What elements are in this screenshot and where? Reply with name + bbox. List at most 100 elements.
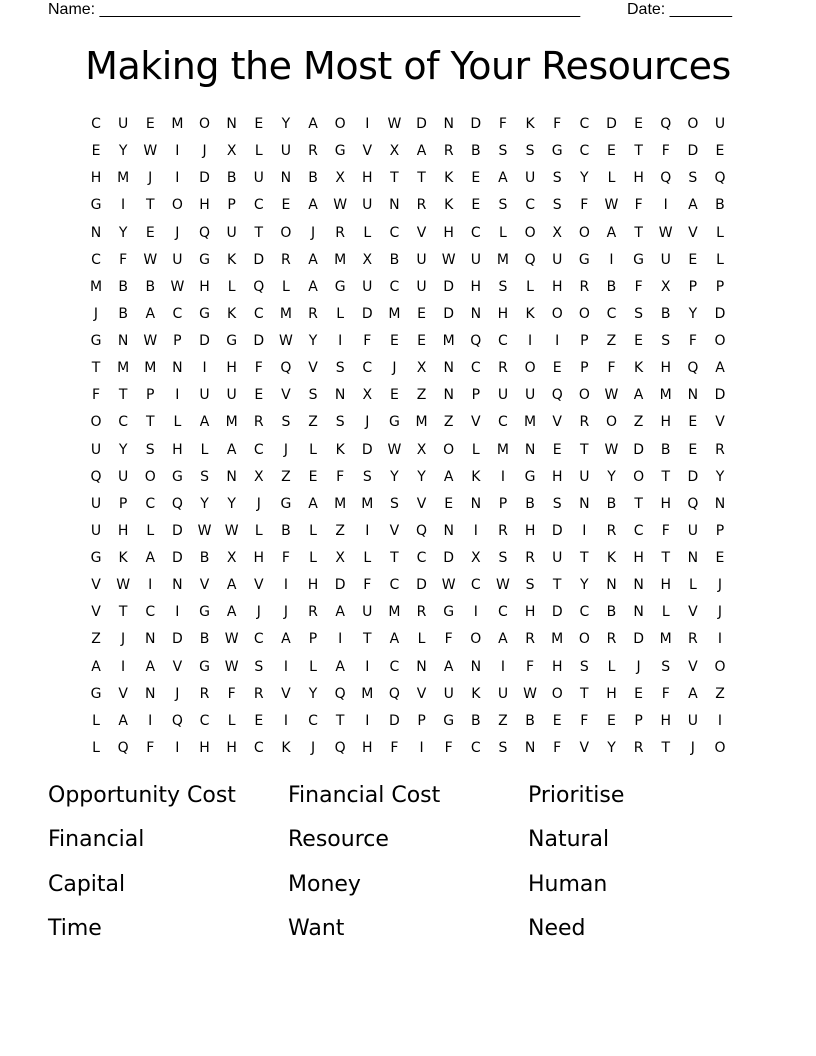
grid-letter: E (389, 387, 399, 404)
grid-letter: H (199, 278, 210, 295)
grid-letter: K (335, 441, 345, 458)
grid-letter: Q (388, 685, 400, 702)
grid-letter: Y (607, 739, 616, 756)
grid-letter: H (660, 577, 671, 594)
grid-letter: G (524, 468, 536, 485)
grid-letter: R (525, 550, 535, 567)
grid-letter: E (607, 712, 616, 729)
grid-letter: O (144, 468, 156, 485)
grid-letter: X (416, 360, 427, 377)
grid-letter: D (470, 116, 482, 132)
grid-letter: V (688, 658, 698, 675)
grid-letter: L (282, 278, 290, 295)
grid-letter: D (443, 278, 455, 295)
grid-letter: I (717, 712, 723, 729)
grid-letter: A (308, 116, 318, 132)
grid-letter: T (634, 224, 643, 241)
grid-letter: L (254, 522, 263, 539)
grid-letter: Y (118, 224, 128, 241)
grid-letter: L (200, 441, 209, 458)
grid-letter: F (444, 631, 453, 648)
grid-letter: D (199, 333, 210, 350)
grid-letter: G (199, 604, 210, 621)
grid-letter: O (578, 224, 590, 241)
grid-letter: H (551, 278, 563, 295)
grid-letter: A (308, 197, 318, 214)
grid-letter: N (443, 116, 454, 132)
grid-letter: P (634, 712, 643, 729)
page-title: Making the Most of Your Resources (85, 44, 731, 88)
grid-letter: K (471, 468, 481, 485)
grid-letter: S (552, 495, 562, 512)
grid-letter: K (606, 550, 617, 567)
grid-letter: Q (551, 387, 563, 404)
grid-letter: K (227, 251, 237, 268)
grid-letter: I (121, 658, 126, 675)
grid-letter: E (634, 685, 644, 702)
grid-letter: B (118, 305, 128, 322)
grid-letter: C (606, 305, 617, 322)
grid-letter: X (362, 251, 373, 268)
grid-letter: A (443, 658, 454, 675)
grid-letter: M (659, 631, 672, 648)
grid-letter: F (390, 739, 399, 756)
grid-letter: V (91, 577, 101, 594)
grid-letter: U (497, 685, 509, 702)
grid-letter: A (308, 495, 318, 512)
grid-letter: N (416, 658, 427, 675)
grid-letter: D (633, 441, 644, 458)
grid-letter: X (335, 170, 345, 187)
grid-letter: A (498, 170, 508, 187)
grid-letter: P (688, 278, 698, 295)
grid-letter: I (283, 577, 288, 594)
grid-letter: W (170, 278, 185, 295)
grid-letter: C (199, 712, 210, 729)
grid-letter: G (199, 305, 210, 322)
grid-letter: E (552, 441, 562, 458)
grid-letter: U (524, 387, 536, 404)
grid-letter: P (417, 712, 426, 729)
grid-letter: T (390, 550, 399, 567)
grid-letter: W (604, 387, 619, 404)
grid-letter: I (175, 739, 180, 756)
grid-letter: J (93, 305, 99, 322)
grid-letter: U (552, 251, 563, 268)
grid-letter: Q (171, 712, 183, 729)
grid-letter: N (226, 116, 237, 132)
grid-letter: B (525, 495, 535, 512)
grid-letter: Q (660, 170, 672, 187)
grid-letter: C (389, 278, 400, 295)
grid-letter: C (253, 197, 264, 214)
grid-letter: C (470, 739, 481, 756)
grid-letter: P (308, 631, 318, 648)
word-list-item: Time (48, 916, 102, 941)
grid-letter: C (118, 414, 129, 431)
grid-letter: T (390, 170, 399, 187)
grid-letter: N (524, 441, 536, 458)
grid-letter: H (497, 305, 509, 322)
grid-letter: U (416, 251, 427, 268)
grid-letter: K (118, 550, 128, 567)
grid-letter: C (498, 414, 508, 431)
grid-letter: T (580, 550, 589, 567)
grid-letter: S (335, 360, 345, 377)
word-list-item: Opportunity Cost (48, 783, 236, 808)
grid-letter: Y (118, 441, 128, 458)
grid-letter: F (526, 658, 535, 675)
grid-letter: T (552, 577, 562, 594)
grid-letter: M (551, 631, 564, 648)
grid-letter: T (417, 170, 426, 187)
grid-letter: Z (606, 333, 617, 350)
grid-letter: W (143, 143, 158, 160)
grid-letter: M (117, 360, 130, 377)
grid-letter: L (607, 658, 616, 675)
grid-letter: B (199, 631, 210, 648)
grid-letter: X (226, 550, 237, 567)
grid-letter: T (145, 414, 155, 431)
grid-letter: E (254, 387, 264, 404)
grid-letter: G (90, 197, 102, 214)
grid-letter: E (308, 468, 318, 485)
grid-letter: B (606, 604, 617, 621)
grid-letter: N (443, 522, 454, 539)
grid-letter: O (551, 685, 563, 702)
